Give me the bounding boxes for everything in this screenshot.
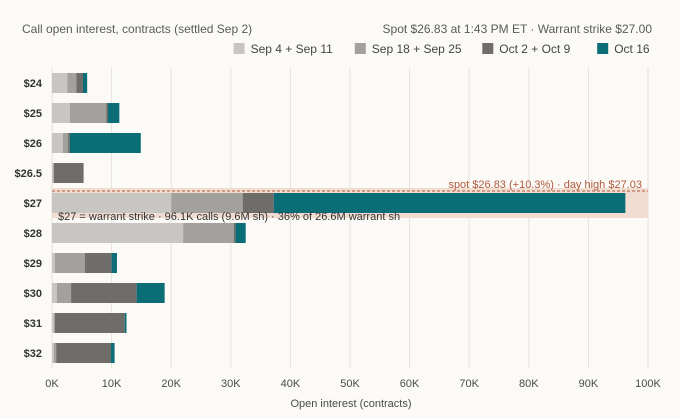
bar-segment bbox=[84, 253, 112, 273]
x-tick-label: 100K bbox=[635, 378, 661, 390]
bar-segment bbox=[52, 163, 54, 183]
bar-segment bbox=[53, 163, 54, 183]
bar-segment bbox=[54, 253, 85, 273]
x-tick-label: 90K bbox=[579, 378, 599, 390]
legend: Sep 4 + Sep 11 Sep 18 + Sep 25 Oct 2 + Oct… bbox=[233, 42, 650, 56]
bar-segment bbox=[136, 283, 165, 303]
legend-swatch bbox=[597, 43, 609, 54]
bars bbox=[52, 73, 626, 363]
bar-segment bbox=[171, 193, 243, 213]
bar-segment bbox=[242, 193, 274, 213]
x-tick-labels: 0K 10K 20K 30K 40K 50K 60K 70K 80K 90K 100K bbox=[45, 378, 661, 390]
bar-segment bbox=[106, 103, 109, 123]
bar-segment bbox=[52, 103, 70, 123]
bar-segment bbox=[52, 313, 54, 333]
x-axis-label: Open interest (contracts) bbox=[290, 398, 411, 410]
x-tick-label: 70K bbox=[459, 378, 479, 390]
spot-price-label: spot $26.83 (+10.3%) · day high $27.03 bbox=[448, 179, 642, 191]
category-label: $24 bbox=[24, 78, 43, 90]
legend-swatch bbox=[233, 43, 245, 54]
bar-segment bbox=[52, 133, 63, 153]
bar-segment bbox=[52, 193, 172, 213]
category-label: $31 bbox=[24, 318, 42, 330]
bar-segment bbox=[54, 313, 125, 333]
x-tick-label: 0K bbox=[45, 378, 59, 390]
category-label: $28 bbox=[24, 228, 42, 240]
x-tick-label: 10K bbox=[102, 378, 122, 390]
category-label: $29 bbox=[24, 258, 42, 270]
category-label: $26 bbox=[24, 138, 42, 150]
category-label: $32 bbox=[24, 348, 42, 360]
bar-segment bbox=[53, 313, 55, 333]
x-tick-label: 40K bbox=[281, 378, 301, 390]
bar-segment bbox=[56, 283, 72, 303]
bar-segment bbox=[235, 223, 246, 243]
bar-segment bbox=[69, 133, 141, 153]
x-tick-label: 50K bbox=[340, 378, 360, 390]
legend-swatch bbox=[354, 43, 366, 54]
x-tick-label: 80K bbox=[519, 378, 539, 390]
chart-subtitle-right: Spot $26.83 at 1:43 PM ET · Warrant stri… bbox=[383, 22, 653, 36]
x-tick-label: 20K bbox=[161, 378, 181, 390]
bar-segment bbox=[52, 283, 57, 303]
bar-segment bbox=[52, 253, 55, 273]
chart-subtitle-left: Call open interest, contracts (settled S… bbox=[22, 22, 252, 36]
warrant-strike-annotation: $27 = warrant strike · 96.1K calls (9.6M… bbox=[58, 211, 400, 223]
category-label: $30 bbox=[24, 288, 42, 300]
bar-segment bbox=[52, 343, 54, 363]
bar-segment bbox=[52, 223, 184, 243]
legend-label: Oct 2 + Oct 9 bbox=[499, 42, 570, 56]
category-label: $25 bbox=[24, 108, 42, 120]
bar-segment bbox=[53, 343, 57, 363]
bar-segment bbox=[53, 163, 84, 183]
legend-label: Oct 16 bbox=[614, 42, 650, 56]
legend-swatch bbox=[482, 43, 494, 54]
bar-segment bbox=[56, 343, 112, 363]
bar-segment bbox=[108, 103, 120, 123]
bar-segment bbox=[111, 343, 115, 363]
x-tick-label: 30K bbox=[221, 378, 241, 390]
annotations: spot $26.83 (+10.3%) · day high $27.03 $2… bbox=[52, 179, 648, 223]
legend-label: Sep 4 + Sep 11 bbox=[251, 42, 334, 56]
category-label: $26.5 bbox=[14, 168, 42, 180]
bar-segment bbox=[71, 283, 137, 303]
category-label: $27 bbox=[24, 198, 42, 210]
bar-segment bbox=[124, 313, 127, 333]
bar-segment bbox=[273, 193, 626, 213]
bar-segment bbox=[82, 73, 88, 93]
bar-segment bbox=[76, 73, 83, 93]
bar-segment bbox=[111, 253, 117, 273]
category-labels: $24 $25 $26 $26.5 $27 $28 $29 $30 $31 $32 bbox=[14, 78, 42, 360]
bar-segment bbox=[68, 133, 70, 153]
bar-segment bbox=[183, 223, 234, 243]
x-tick-label: 60K bbox=[400, 378, 420, 390]
bar-segment bbox=[67, 73, 77, 93]
bar-segment bbox=[52, 73, 68, 93]
bar-segment bbox=[69, 103, 107, 123]
bar-segment bbox=[233, 223, 236, 243]
legend-label: Sep 18 + Sep 25 bbox=[372, 42, 462, 56]
bar-segment bbox=[62, 133, 69, 153]
